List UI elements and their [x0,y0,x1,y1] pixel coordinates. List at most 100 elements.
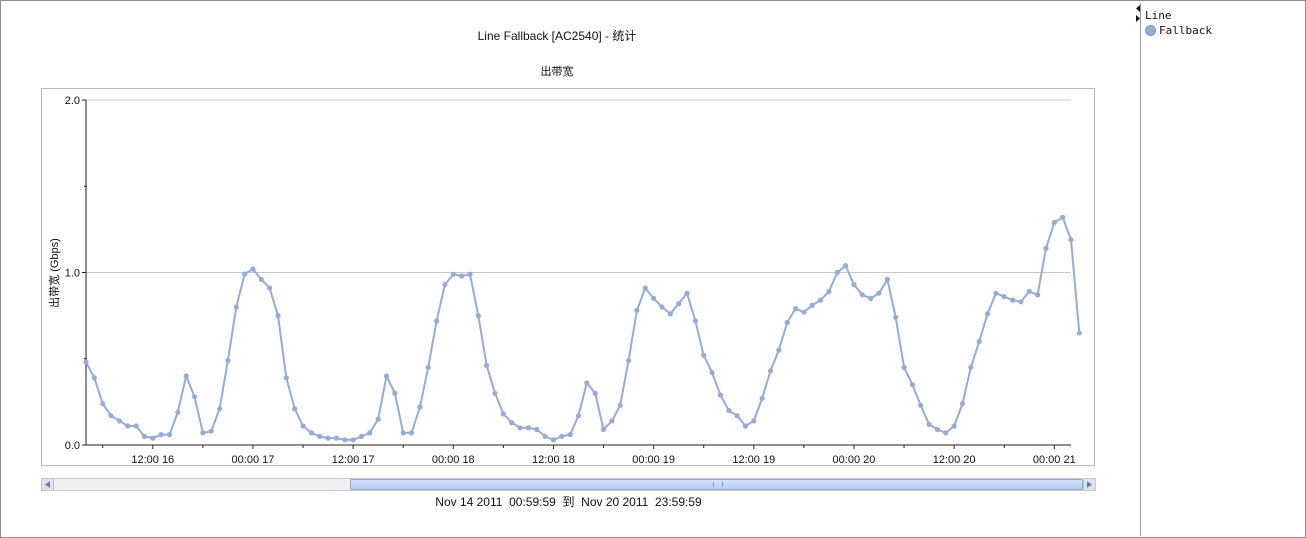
data-point[interactable] [818,297,824,303]
data-point[interactable] [350,437,356,443]
data-point[interactable] [125,423,131,429]
data-point[interactable] [851,282,857,288]
data-point[interactable] [976,338,982,345]
data-point[interactable] [300,423,306,429]
data-point[interactable] [517,425,523,431]
data-point[interactable] [400,430,406,436]
data-point[interactable] [183,373,189,379]
data-point[interactable] [617,402,623,408]
data-point[interactable] [333,435,339,441]
data-point[interactable] [509,420,515,426]
data-point[interactable] [308,430,314,436]
data-point[interactable] [834,269,840,276]
data-point[interactable] [859,292,865,298]
data-point[interactable] [459,273,465,279]
data-point[interactable] [626,357,632,364]
data-point[interactable] [225,357,231,364]
data-point[interactable] [676,301,682,307]
data-point[interactable] [884,276,891,282]
data-point[interactable] [492,390,498,396]
data-point[interactable] [809,302,815,308]
data-point[interactable] [926,421,932,427]
data-point[interactable] [500,411,506,417]
data-point[interactable] [233,304,239,310]
data-point[interactable] [801,309,807,315]
data-point[interactable] [317,433,323,439]
data-point[interactable] [667,311,673,317]
data-point[interactable] [567,432,573,438]
data-point[interactable] [1060,214,1066,220]
data-point[interactable] [534,426,540,433]
data-point[interactable] [1043,245,1049,251]
data-point[interactable] [909,382,916,388]
data-point[interactable] [717,392,724,398]
data-point[interactable] [450,271,456,277]
data-point[interactable] [292,406,298,412]
data-point[interactable] [984,311,991,317]
data-point[interactable] [1001,294,1007,300]
data-point[interactable] [1035,292,1041,298]
data-point[interactable] [392,390,398,396]
data-point[interactable] [409,430,415,436]
data-point[interactable] [993,290,999,296]
data-point[interactable] [600,426,607,433]
data-point[interactable] [701,352,707,358]
data-point[interactable] [417,404,423,410]
scroll-left-button[interactable] [42,479,54,490]
data-point[interactable] [584,380,590,386]
data-point[interactable] [475,313,481,319]
data-point[interactable] [1026,288,1032,295]
data-point[interactable] [425,364,431,370]
data-point[interactable] [267,285,273,291]
data-point[interactable] [1068,237,1074,243]
data-point[interactable] [208,428,214,434]
data-point[interactable] [943,430,949,436]
data-point[interactable] [166,432,173,438]
data-point[interactable] [242,271,248,277]
data-point[interactable] [116,418,122,424]
data-point[interactable] [191,394,198,400]
data-point[interactable] [434,318,440,324]
data-point[interactable] [843,263,849,269]
data-point[interactable] [91,375,97,381]
data-point[interactable] [575,413,582,419]
data-point[interactable] [659,304,665,310]
data-point[interactable] [83,359,89,365]
data-point[interactable] [141,433,147,439]
data-point[interactable] [375,416,381,422]
data-point[interactable] [709,370,715,376]
data-point[interactable] [1018,299,1024,305]
data-point[interactable] [951,423,957,429]
data-point[interactable] [901,364,907,370]
data-point[interactable] [1076,330,1082,336]
scrollbar-thumb[interactable] [350,479,1083,490]
scroll-right-button[interactable] [1083,479,1095,490]
data-point[interactable] [150,435,156,441]
data-point[interactable] [108,413,114,419]
data-point[interactable] [542,433,548,439]
data-point[interactable] [642,285,648,291]
data-point[interactable] [175,409,181,415]
data-point[interactable] [634,307,640,313]
data-point[interactable] [325,435,331,441]
data-point[interactable] [217,406,223,412]
data-point[interactable] [893,314,899,320]
data-point[interactable] [484,363,490,369]
data-point[interactable] [692,318,699,324]
data-point[interactable] [275,313,281,319]
data-point[interactable] [959,401,966,407]
data-point[interactable] [651,295,657,301]
data-point[interactable] [968,364,974,370]
data-point[interactable] [742,423,749,429]
data-point[interactable] [525,425,532,431]
data-point[interactable] [100,401,106,407]
time-range-scrollbar[interactable] [41,478,1096,491]
data-point[interactable] [826,288,832,295]
data-point[interactable] [934,426,941,433]
data-point[interactable] [918,402,924,408]
data-point[interactable] [258,276,264,282]
data-point[interactable] [592,390,598,396]
data-point[interactable] [283,375,289,381]
data-point[interactable] [250,266,256,272]
data-point[interactable] [684,290,690,296]
